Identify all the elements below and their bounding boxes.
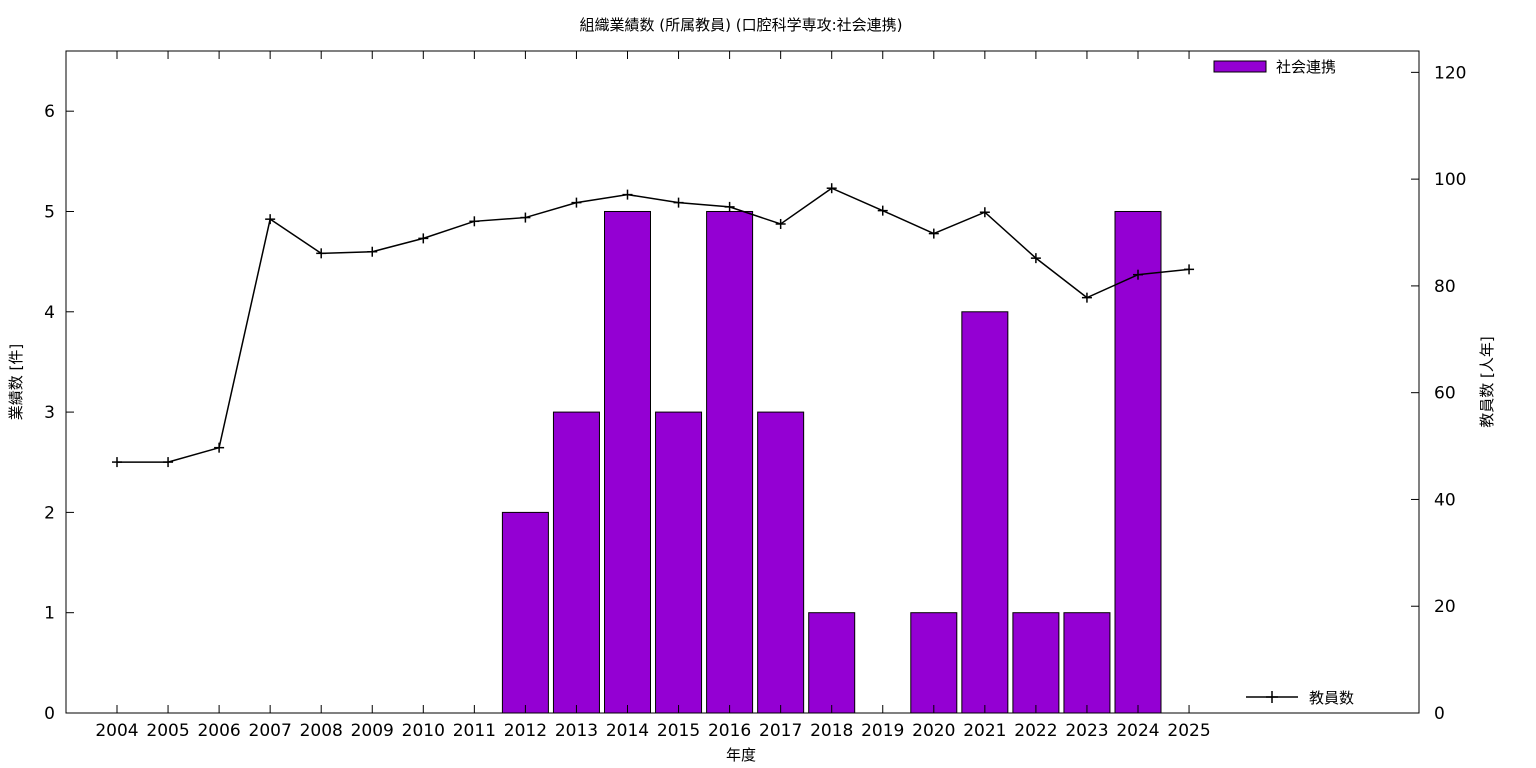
- line-point-2011: [469, 216, 480, 227]
- bar-2017: [757, 411, 805, 714]
- bar-2018: [808, 612, 856, 714]
- y2-axis-label: 教員数 [人年]: [1478, 336, 1496, 427]
- line-point-2022: [1030, 253, 1041, 264]
- y-axis-label: 業績数 [件]: [7, 344, 25, 420]
- bar-2020: [910, 612, 958, 714]
- x-tick-label: 2018: [810, 721, 853, 741]
- line-point-2009: [367, 246, 378, 257]
- plot-frame: [65, 50, 1420, 714]
- line-point-2018: [826, 183, 837, 194]
- y2-tick-label: 20: [1434, 597, 1456, 617]
- legend-bar: 社会連携: [1213, 58, 1336, 76]
- y2-tick-label: 100: [1434, 170, 1466, 190]
- bar-2012: [501, 511, 549, 714]
- y2-tick-label: 0: [1434, 704, 1445, 724]
- x-tick-label: 2010: [402, 721, 445, 741]
- x-tick-label: 2009: [351, 721, 394, 741]
- x-tick-label: 2021: [963, 721, 1006, 741]
- bar-2022: [1012, 612, 1060, 714]
- y-tick-label: 0: [44, 704, 55, 724]
- bar-2014: [604, 210, 651, 714]
- line-point-2007: [265, 214, 276, 225]
- x-tick-label: 2008: [300, 721, 343, 741]
- line-point-2023: [1081, 292, 1092, 303]
- line-point-2025: [1184, 264, 1195, 275]
- y-tick-label: 1: [44, 604, 55, 624]
- bar-2013: [552, 411, 600, 714]
- x-tick-label: 2014: [606, 721, 649, 741]
- line-point-2013: [571, 197, 582, 208]
- x-tick-label: 2005: [146, 721, 189, 741]
- axes: 2004 2005 2006 2007 2008 2009 2010 2011 2012 2013…: [44, 51, 1466, 741]
- line-point-2005: [163, 457, 174, 468]
- line-point-2010: [418, 233, 429, 244]
- x-tick-label: 2023: [1065, 721, 1108, 741]
- x-tick-label: 2025: [1167, 721, 1210, 741]
- x-tick-label: 2024: [1116, 721, 1159, 741]
- x-tick-label: 2011: [453, 721, 496, 741]
- y2-tick-label: 40: [1434, 490, 1456, 510]
- line-series: [112, 183, 1195, 468]
- y-tick-label: 2: [44, 503, 55, 523]
- x-tick-label: 2016: [708, 721, 751, 741]
- legend-bar-label: 社会連携: [1276, 58, 1336, 76]
- legend-line-label: 教員数: [1309, 689, 1354, 707]
- bar-2023: [1063, 612, 1111, 714]
- x-tick-label: 2019: [861, 721, 904, 741]
- line-point-2019: [877, 205, 888, 216]
- line-point-2004: [112, 457, 122, 468]
- line-point-2015: [673, 197, 684, 208]
- chart-title: 組織業績数 (所属教員) (口腔科学専攻:社会連携): [579, 16, 902, 34]
- legend-bar-swatch: [1213, 60, 1267, 73]
- bar-2015: [655, 411, 703, 714]
- y2-tick-label: 80: [1434, 277, 1456, 297]
- line-path: [117, 187, 1190, 463]
- line-point-2008: [316, 248, 327, 259]
- y-tick-label: 5: [44, 202, 55, 222]
- x-tick-label: 2007: [249, 721, 292, 741]
- y2-tick-label: 60: [1434, 384, 1456, 404]
- y2-tick-label: 120: [1434, 63, 1466, 83]
- x-tick-label: 2004: [95, 721, 138, 741]
- x-tick-label: 2012: [504, 721, 547, 741]
- y-tick-label: 4: [44, 303, 55, 323]
- y-tick-label: 3: [44, 403, 55, 423]
- x-tick-label: 2015: [657, 721, 700, 741]
- y-tick-label: 6: [44, 102, 55, 122]
- line-point-2017: [775, 218, 786, 229]
- bar-series: [501, 210, 1162, 714]
- x-tick-label: 2013: [555, 721, 598, 741]
- x-tick-label: 2017: [759, 721, 802, 741]
- line-point-2016: [724, 201, 735, 212]
- x-tick-label: 2022: [1014, 721, 1057, 741]
- x-tick-label: 2020: [912, 721, 955, 741]
- bar-2021: [961, 311, 1009, 714]
- line-point-2020: [928, 228, 939, 239]
- line-point-2006: [214, 442, 225, 453]
- line-point-2021: [979, 207, 990, 218]
- bar-2024: [1114, 210, 1162, 714]
- x-tick-label: 2006: [197, 721, 240, 741]
- line-point-2012: [520, 212, 531, 223]
- legend-line: 教員数: [1246, 689, 1354, 707]
- bar-2016: [706, 210, 754, 714]
- line-point-2014: [622, 189, 633, 200]
- line-point-2024: [1133, 269, 1143, 280]
- x-axis-label: 年度: [726, 746, 756, 764]
